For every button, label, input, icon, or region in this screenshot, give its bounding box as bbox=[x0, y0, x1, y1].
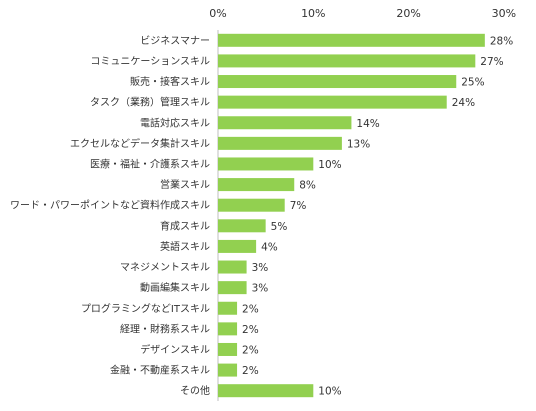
bar bbox=[218, 54, 476, 68]
category-label: デザインスキル bbox=[140, 343, 210, 356]
category-label: コミュニケーションスキル bbox=[90, 55, 210, 67]
bar bbox=[218, 363, 238, 377]
bar bbox=[218, 384, 314, 398]
data-label: 24% bbox=[452, 97, 475, 109]
data-label: 3% bbox=[252, 283, 269, 295]
x-tick-label: 10% bbox=[301, 7, 325, 20]
category-label: 販売・接客スキル bbox=[130, 75, 210, 88]
category-label: エクセルなどデータ集計スキル bbox=[70, 137, 210, 150]
data-label: 13% bbox=[347, 138, 370, 150]
category-label: ビジネスマナー bbox=[140, 35, 210, 47]
category-label: その他 bbox=[180, 384, 210, 397]
category-label: 金融・不動産系スキル bbox=[110, 364, 210, 377]
category-label: 医療・福祉・介護系スキル bbox=[90, 157, 210, 170]
bar bbox=[218, 116, 352, 130]
data-label: 8% bbox=[299, 180, 316, 192]
bar bbox=[218, 281, 247, 295]
value-labels: 28%27%25%24%14%13%10%8%7%5%4%3%3%2%2%2%2… bbox=[242, 35, 513, 397]
data-label: 14% bbox=[356, 118, 379, 130]
bar bbox=[218, 301, 238, 315]
category-label: 動画編集スキル bbox=[140, 281, 210, 294]
bar bbox=[218, 260, 247, 274]
category-label: 電話対応スキル bbox=[140, 116, 210, 129]
bars bbox=[218, 33, 485, 398]
data-label: 2% bbox=[242, 324, 259, 336]
data-label: 2% bbox=[242, 344, 259, 356]
category-label: 英語スキル bbox=[160, 240, 210, 253]
bar bbox=[218, 239, 257, 253]
data-label: 10% bbox=[318, 159, 341, 171]
x-axis-ticks: 0% 10% 20% 30% bbox=[209, 7, 516, 20]
bar bbox=[218, 178, 295, 192]
data-label: 2% bbox=[242, 365, 259, 377]
category-labels: ビジネスマナーコミュニケーションスキル販売・接客スキルタスク（業務）管理スキル電… bbox=[10, 35, 210, 397]
bar bbox=[218, 322, 238, 336]
data-label: 7% bbox=[290, 200, 307, 212]
x-tick-label: 20% bbox=[396, 7, 420, 20]
category-label: タスク（業務）管理スキル bbox=[90, 96, 210, 109]
bar bbox=[218, 157, 314, 171]
category-label: 経理・財務系スキル bbox=[120, 322, 210, 335]
data-label: 5% bbox=[271, 221, 288, 233]
data-label: 4% bbox=[261, 241, 278, 253]
x-tick-label: 30% bbox=[492, 7, 516, 20]
category-label: 育成スキル bbox=[160, 219, 210, 232]
data-label: 27% bbox=[480, 56, 503, 68]
category-label: ワード・パワーポイントなど資料作成スキル bbox=[10, 199, 210, 212]
category-label: 営業スキル bbox=[160, 178, 210, 191]
data-label: 2% bbox=[242, 303, 259, 315]
bar bbox=[218, 136, 342, 150]
bar bbox=[218, 219, 266, 233]
x-tick-label: 0% bbox=[209, 7, 226, 20]
bar bbox=[218, 75, 457, 89]
bar bbox=[218, 95, 447, 109]
data-label: 10% bbox=[318, 386, 341, 398]
data-label: 3% bbox=[252, 262, 269, 274]
category-label: マネジメントスキル bbox=[120, 262, 210, 274]
bar bbox=[218, 342, 238, 356]
bar bbox=[218, 33, 485, 47]
bar bbox=[218, 198, 285, 212]
category-label: プログラミングなどITスキル bbox=[81, 302, 210, 315]
data-label: 28% bbox=[490, 35, 513, 47]
data-label: 25% bbox=[461, 77, 484, 89]
